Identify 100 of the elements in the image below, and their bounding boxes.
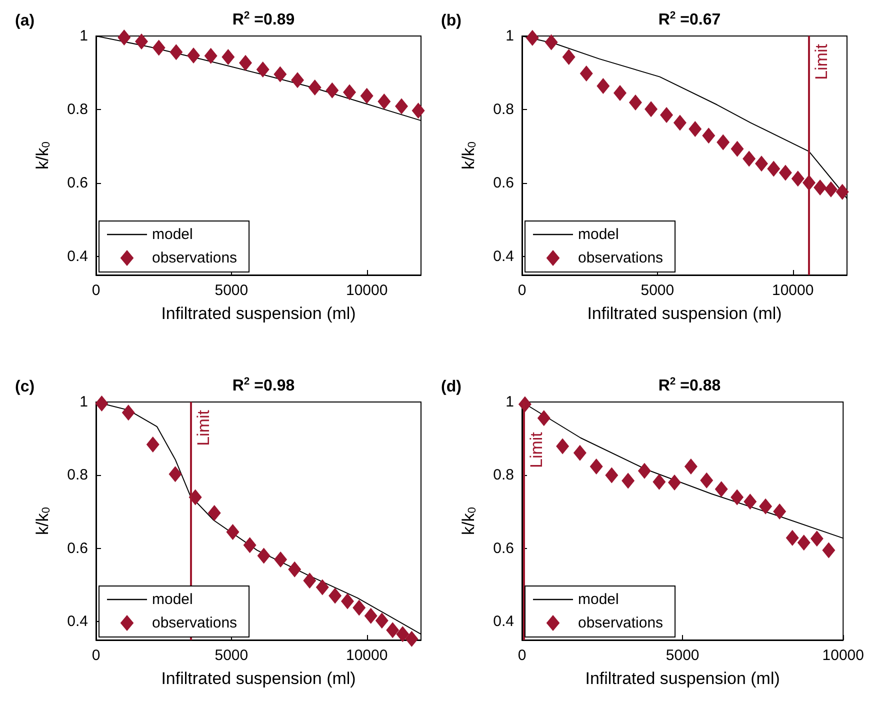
point: [239, 54, 252, 71]
legend-label: observations: [578, 250, 664, 266]
point: [118, 29, 131, 46]
point: [673, 114, 686, 131]
point: [343, 84, 356, 100]
point: [352, 600, 366, 616]
legend-label: model: [578, 226, 619, 243]
point: [243, 537, 256, 554]
legend-label: model: [152, 226, 193, 243]
x-tick-label: 10000: [822, 647, 864, 664]
point: [684, 458, 698, 474]
legend-label: model: [578, 591, 619, 608]
point: [622, 472, 635, 489]
point: [328, 588, 342, 604]
point: [759, 498, 772, 514]
point: [652, 474, 666, 490]
point: [730, 489, 744, 506]
y-tick-label: 0.8: [493, 101, 514, 118]
point: [767, 160, 780, 177]
point: [742, 150, 756, 167]
point: [303, 572, 316, 589]
point: [573, 444, 586, 461]
y-tick-label: 0.4: [493, 613, 514, 630]
point: [316, 579, 329, 596]
x-tick-label: 5000: [640, 282, 674, 299]
point: [778, 164, 792, 181]
point: [146, 436, 160, 452]
point: [204, 48, 218, 64]
legend-label: observations: [152, 250, 238, 266]
x-tick-label: 5000: [666, 647, 700, 664]
point: [628, 94, 642, 111]
y-axis-title: k/k0: [33, 507, 52, 535]
point: [208, 504, 221, 521]
point: [814, 179, 827, 196]
point: [562, 48, 576, 65]
y-tick-label: 0.6: [67, 540, 88, 557]
point: [644, 101, 658, 118]
point: [590, 458, 603, 474]
x-tick-label: 10000: [346, 647, 388, 664]
point: [188, 489, 202, 506]
point: [702, 128, 716, 144]
point: [614, 84, 627, 101]
y-axis-title: k/k0: [459, 507, 478, 535]
point: [222, 48, 235, 65]
point: [605, 467, 618, 484]
x-tick-label: 0: [92, 282, 100, 299]
point: [786, 530, 799, 546]
point: [360, 88, 374, 104]
y-tick-label: 0.4: [67, 613, 88, 630]
point: [256, 61, 270, 78]
point: [755, 156, 768, 172]
point: [257, 548, 270, 564]
point: [364, 608, 378, 624]
ref-line-label: Limit: [812, 44, 832, 80]
x-axis-title: Infiltrated suspension (ml): [585, 669, 780, 688]
text: (b): [441, 12, 462, 30]
point: [291, 72, 304, 88]
point: [288, 561, 302, 578]
y-tick-label: 1: [80, 394, 88, 410]
point: [544, 34, 558, 50]
ref-line-label: Limit: [527, 432, 546, 468]
point: [797, 534, 810, 551]
x-tick-label: 5000: [214, 282, 248, 299]
point: [395, 98, 408, 114]
point: [226, 524, 240, 540]
point: [135, 34, 148, 50]
point: [580, 66, 593, 82]
point: [596, 78, 610, 94]
text: (d): [441, 378, 462, 396]
y-tick-label: 0.4: [67, 248, 88, 266]
point: [716, 134, 730, 150]
point: [714, 481, 728, 498]
x-axis-title: Infiltrated suspension (ml): [161, 304, 356, 323]
point: [688, 121, 702, 138]
point: [378, 93, 391, 110]
legend-label: observations: [152, 614, 238, 632]
point: [308, 79, 322, 96]
point: [773, 503, 786, 520]
y-tick-label: 0.8: [493, 466, 514, 484]
point: [187, 47, 200, 64]
point: [170, 44, 183, 60]
point: [556, 438, 570, 454]
point: [660, 107, 674, 124]
point: [122, 404, 135, 421]
point: [386, 622, 400, 638]
y-axis-title: k/k0: [459, 142, 478, 170]
y-tick-label: 0.4: [493, 248, 514, 266]
y-tick-label: 0.8: [67, 101, 88, 118]
legend-label: model: [152, 591, 193, 608]
point: [824, 181, 838, 198]
x-axis-title: Infiltrated suspension (ml): [587, 304, 782, 323]
point: [396, 626, 410, 642]
point: [326, 82, 339, 98]
point: [810, 530, 824, 547]
point: [744, 494, 757, 510]
y-tick-label: 1: [506, 28, 514, 44]
text: (c): [15, 378, 35, 396]
x-tick-label: 10000: [346, 282, 388, 299]
x-tick-label: 10000: [772, 282, 814, 299]
point: [700, 472, 714, 488]
